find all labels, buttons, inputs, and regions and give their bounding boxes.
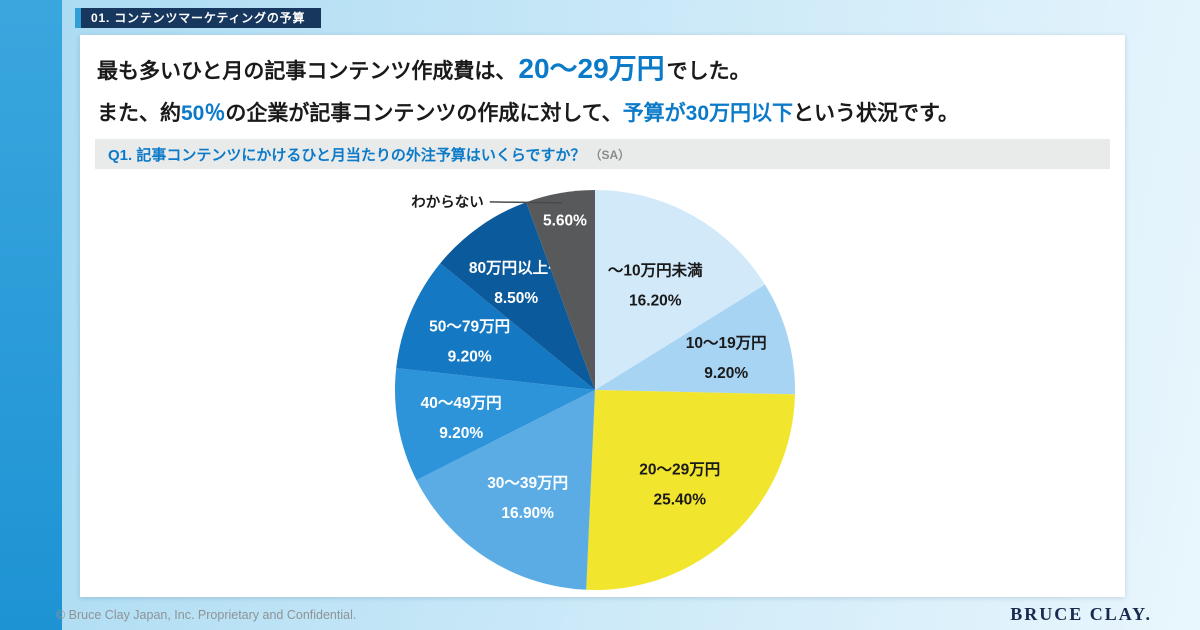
pie-label: 10〜19万円 — [686, 334, 767, 352]
pie-chart: 〜10万円未満 16.20% 10〜19万円 9.20% 20〜29万円 25.40% 30… — [395, 190, 795, 590]
headline: 最も多いひと月の記事コンテンツ作成費は、20〜29万円でした。 また、約50％の… — [97, 49, 1107, 136]
pie-slice-4 — [395, 368, 595, 481]
question-label: Q1. 記事コンテンツにかけるひと月当たりの外注予算はいくらですか？ — [108, 146, 586, 164]
headline-text: の企業が記事コンテンツの作成に対して、 — [225, 102, 623, 125]
pie-label: 9.20% — [704, 365, 748, 382]
pie-label: 50〜79万円 — [429, 317, 510, 335]
pie-label: 25.40% — [653, 492, 706, 509]
pie-slice-7 — [526, 190, 595, 390]
pie-label: 9.20% — [448, 348, 492, 365]
headline-text: また、約 — [97, 102, 181, 125]
pie-label: 20〜29万円 — [639, 461, 720, 479]
pie-slice-6 — [440, 202, 595, 390]
pie-label: 80万円以上〜 — [469, 259, 564, 277]
headline-highlight: 20〜29万円 — [518, 53, 665, 84]
section-badge: 01. コンテンツマーケティングの予算 — [75, 8, 322, 28]
section-badge-label: 01. コンテンツマーケティングの予算 — [91, 11, 306, 25]
headline-text: 最も多いひと月の記事コンテンツ作成費は、 — [97, 60, 517, 83]
pie-slice-3 — [416, 390, 595, 590]
headline-text: という状況です。 — [793, 102, 959, 125]
pie-slice-5 — [396, 263, 595, 390]
pie-label: 5.60% — [543, 213, 587, 230]
question-bar: Q1. 記事コンテンツにかけるひと月当たりの外注予算はいくらですか？ （SA） — [95, 139, 1110, 169]
headline-line-2: また、約50％の企業が記事コンテンツの作成に対して、予算が30万円以下という状況… — [97, 94, 1107, 136]
content-card: 最も多いひと月の記事コンテンツ作成費は、20〜29万円でした。 また、約50％の… — [80, 35, 1125, 597]
headline-line-1: 最も多いひと月の記事コンテンツ作成費は、20〜29万円でした。 — [97, 49, 1107, 94]
pie-label: 16.90% — [501, 505, 554, 522]
pie-label: 30〜39万円 — [487, 474, 568, 492]
headline-text: でした。 — [666, 60, 751, 83]
pie-slice-0 — [595, 190, 765, 390]
pie-label: 40〜49万円 — [421, 394, 502, 412]
pie-slice-2 — [586, 390, 795, 590]
headline-highlight: 50％ — [181, 102, 226, 125]
pie-slice-1 — [595, 284, 795, 395]
brand-logo: BRUCE CLAY. — [1010, 604, 1152, 624]
pie-label: 〜10万円未満 — [608, 261, 703, 280]
footer-copyright: © Bruce Clay Japan, Inc. Proprietary and… — [56, 608, 357, 622]
pie-label: 16.20% — [629, 293, 682, 310]
question-suffix: （SA） — [589, 147, 631, 162]
pie-leader-line — [489, 201, 562, 204]
pie-label: 9.20% — [439, 425, 483, 442]
left-accent-strip — [0, 0, 62, 630]
pie-label: 8.50% — [494, 290, 538, 307]
headline-highlight: 予算が30万円以下 — [622, 102, 794, 125]
pie-label: わからない — [411, 194, 484, 211]
